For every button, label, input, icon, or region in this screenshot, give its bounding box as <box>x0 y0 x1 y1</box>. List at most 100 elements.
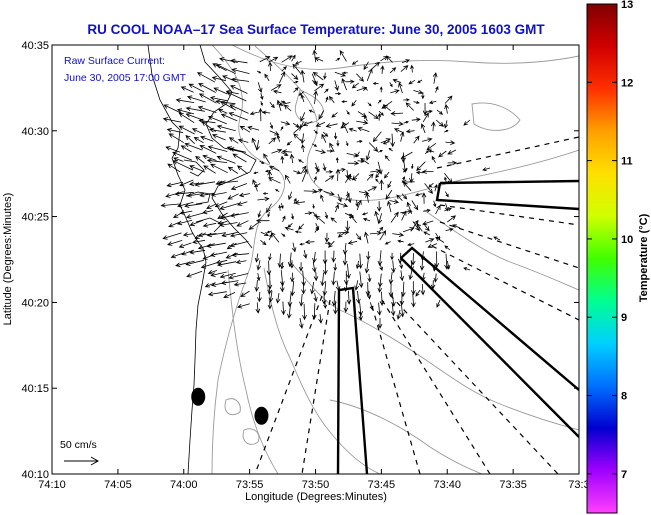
current-arrow-76 <box>421 92 425 100</box>
current-arrow-256 <box>210 163 228 174</box>
current-arrow-97 <box>403 98 410 102</box>
current-arrow-511 <box>313 271 319 282</box>
current-arrow-382 <box>219 222 238 228</box>
current-arrow-43 <box>311 80 318 84</box>
current-arrow-584 <box>436 299 441 308</box>
current-arrow-53 <box>417 79 423 83</box>
current-arrow-412 <box>284 226 294 231</box>
current-arrow-123 <box>405 102 414 111</box>
current-arrow-25 <box>323 72 327 80</box>
current-arrow-580 <box>423 231 431 236</box>
current-arrow-525 <box>220 280 239 285</box>
current-arrow-74 <box>398 82 403 94</box>
current-arrow-3 <box>268 56 279 63</box>
current-arrow-429 <box>192 239 206 244</box>
current-arrow-453 <box>181 249 194 256</box>
current-arrow-179 <box>193 137 204 144</box>
current-arrow-80 <box>198 93 217 104</box>
current-arrow-319 <box>367 186 378 192</box>
current-arrow-120 <box>378 110 384 116</box>
current-arrow-171 <box>390 133 395 148</box>
current-arrow-168 <box>348 127 357 132</box>
current-arrow-400 <box>422 220 434 226</box>
current-arrow-388 <box>298 223 305 230</box>
current-arrow-38 <box>257 82 263 94</box>
current-arrow-78 <box>175 98 195 103</box>
current-arrow-124 <box>425 109 433 114</box>
current-arrow-210 <box>271 148 283 154</box>
current-arrow-481 <box>217 261 237 267</box>
current-arrow-27 <box>342 71 348 75</box>
current-arrow-421 <box>392 232 405 237</box>
current-arrow-536 <box>354 280 359 291</box>
current-arrow-23 <box>292 63 302 74</box>
current-arrow-269 <box>370 168 382 174</box>
current-arrow-132 <box>220 113 238 122</box>
current-arrow-121 <box>382 104 391 112</box>
current-arrow-504 <box>219 272 236 279</box>
current-arrow-219 <box>365 150 371 161</box>
current-arrow-567 <box>302 303 307 321</box>
current-arrow-56 <box>188 83 205 93</box>
current-arrow-344 <box>365 192 370 203</box>
current-arrow-515 <box>358 271 364 289</box>
current-arrow-532 <box>310 281 315 295</box>
current-arrow-24 <box>311 73 318 87</box>
x-tick-label-7: 73:35 <box>499 479 527 491</box>
colorbar-ticks: 7 8 9 10 11 12 13 <box>587 0 633 481</box>
current-arrow-519 <box>399 270 405 282</box>
current-arrow-54 <box>432 72 438 84</box>
current-arrow-187 <box>286 140 292 146</box>
box-diagonal <box>400 246 579 438</box>
current-arrow-322 <box>401 193 408 200</box>
current-arrow-300 <box>428 182 434 188</box>
current-arrow-275 <box>421 169 434 175</box>
current-arrow-310 <box>262 192 269 195</box>
current-arrow-264 <box>315 168 320 175</box>
colorbar-tick-label-0: 7 <box>621 469 627 481</box>
current-arrow-151 <box>443 120 449 129</box>
current-arrow-551 <box>299 293 304 307</box>
current-arrow-581 <box>444 245 451 251</box>
current-arrow-376 <box>444 207 453 212</box>
current-arrow-106 <box>217 108 228 114</box>
current-arrow-579 <box>482 167 491 172</box>
current-arrow-390 <box>315 215 326 224</box>
current-arrow-95 <box>377 99 382 104</box>
current-arrow-225 <box>428 149 435 153</box>
current-arrow-342 <box>345 192 350 201</box>
current-arrow-362 <box>290 213 295 220</box>
current-arrow-166 <box>333 132 338 140</box>
current-arrow-14 <box>386 55 393 63</box>
current-arrow-69 <box>341 77 347 91</box>
current-arrow-323 <box>402 181 412 192</box>
current-arrow-229 <box>195 155 205 164</box>
y-axis-label: Latitude (Degrees:Minutes) <box>2 193 14 326</box>
current-arrow-378 <box>176 219 193 226</box>
current-arrow-60 <box>230 85 248 94</box>
current-arrow-127 <box>162 117 182 123</box>
current-arrow-420 <box>378 226 384 233</box>
current-arrow-165 <box>322 131 329 137</box>
current-arrow-204 <box>184 142 203 151</box>
current-arrow-563 <box>255 302 261 314</box>
current-arrow-348 <box>411 200 419 211</box>
current-arrow-18 <box>231 68 250 74</box>
current-arrow-332 <box>219 203 239 211</box>
current-arrow-7 <box>312 49 318 63</box>
current-arrow-37 <box>231 77 250 83</box>
current-arrow-55 <box>180 86 194 93</box>
current-arrow-472 <box>397 252 403 264</box>
current-arrow-365 <box>324 211 329 220</box>
current-arrow-398 <box>412 221 420 232</box>
current-arrow-500 <box>446 260 451 270</box>
y-tick-label-0: 40:10 <box>21 469 49 481</box>
current-arrow-244 <box>360 157 370 165</box>
current-arrow-1 <box>230 58 248 64</box>
current-arrow-193 <box>356 139 363 144</box>
current-arrow-552 <box>313 293 318 302</box>
current-arrow-358 <box>229 212 249 218</box>
current-arrow-423 <box>410 219 419 231</box>
current-arrow-469 <box>366 251 371 261</box>
current-arrow-163 <box>300 133 306 145</box>
